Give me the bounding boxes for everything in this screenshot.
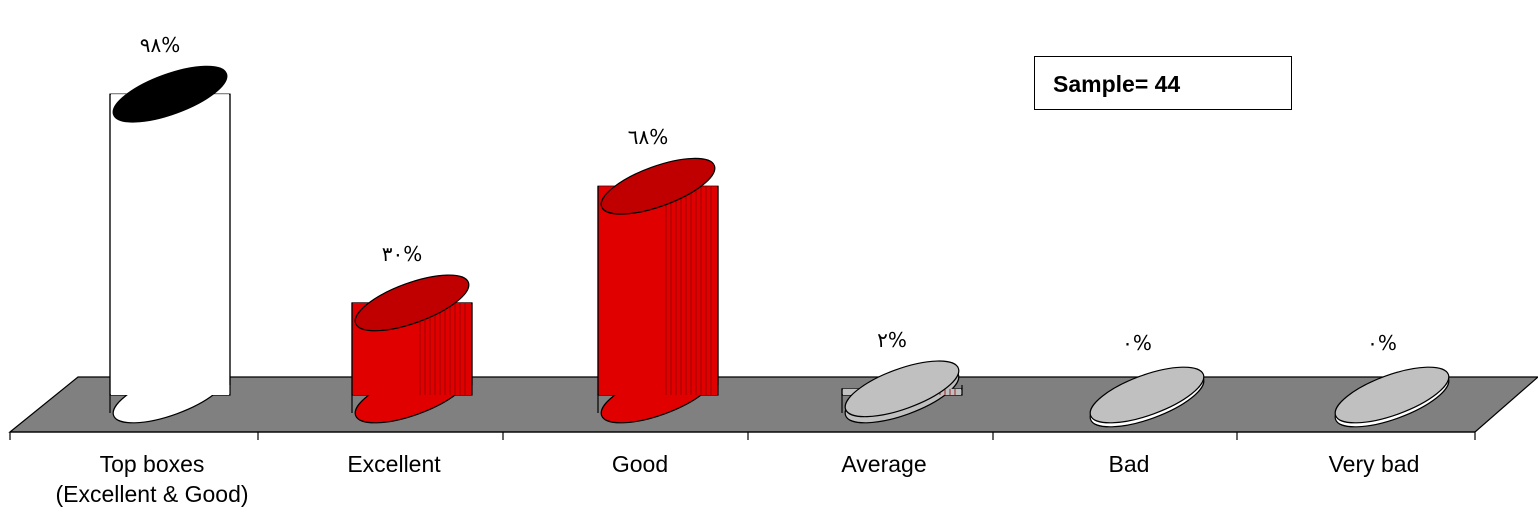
- bar-4: [1089, 366, 1205, 428]
- bar-body-fill: [599, 186, 717, 395]
- x-tick-label: Bad: [1108, 451, 1150, 477]
- bar-1: [351, 274, 473, 424]
- bar-top: [1089, 366, 1205, 424]
- data-label: ٩٨%: [140, 33, 181, 57]
- data-label: ٣٠%: [382, 242, 423, 266]
- bar-top: [112, 65, 228, 123]
- bar-top: [600, 157, 716, 215]
- bar-body-fill: [111, 94, 229, 395]
- x-tick-label: Top boxes (Excellent & Good): [55, 451, 249, 507]
- x-tick-label: Very bad: [1328, 451, 1420, 477]
- x-tick-label: Good: [611, 451, 669, 477]
- bar-2: [597, 157, 719, 424]
- sample-size-annotation: Sample= 44: [1034, 56, 1292, 110]
- x-tick-label: Average: [841, 451, 927, 477]
- data-label: ٠%: [1122, 331, 1152, 355]
- chart-floor: [8, 376, 1538, 433]
- bar-3: [841, 360, 963, 424]
- data-label: ٦٨%: [628, 125, 669, 149]
- data-label: ٠%: [1367, 331, 1397, 355]
- bar-top: [354, 274, 470, 332]
- data-label: ٢%: [877, 328, 907, 352]
- bar-top: [844, 360, 960, 418]
- bar-top: [1334, 366, 1450, 424]
- bar-5: [1334, 366, 1450, 428]
- x-tick-label: Excellent: [347, 451, 441, 477]
- bar-0: [109, 65, 231, 424]
